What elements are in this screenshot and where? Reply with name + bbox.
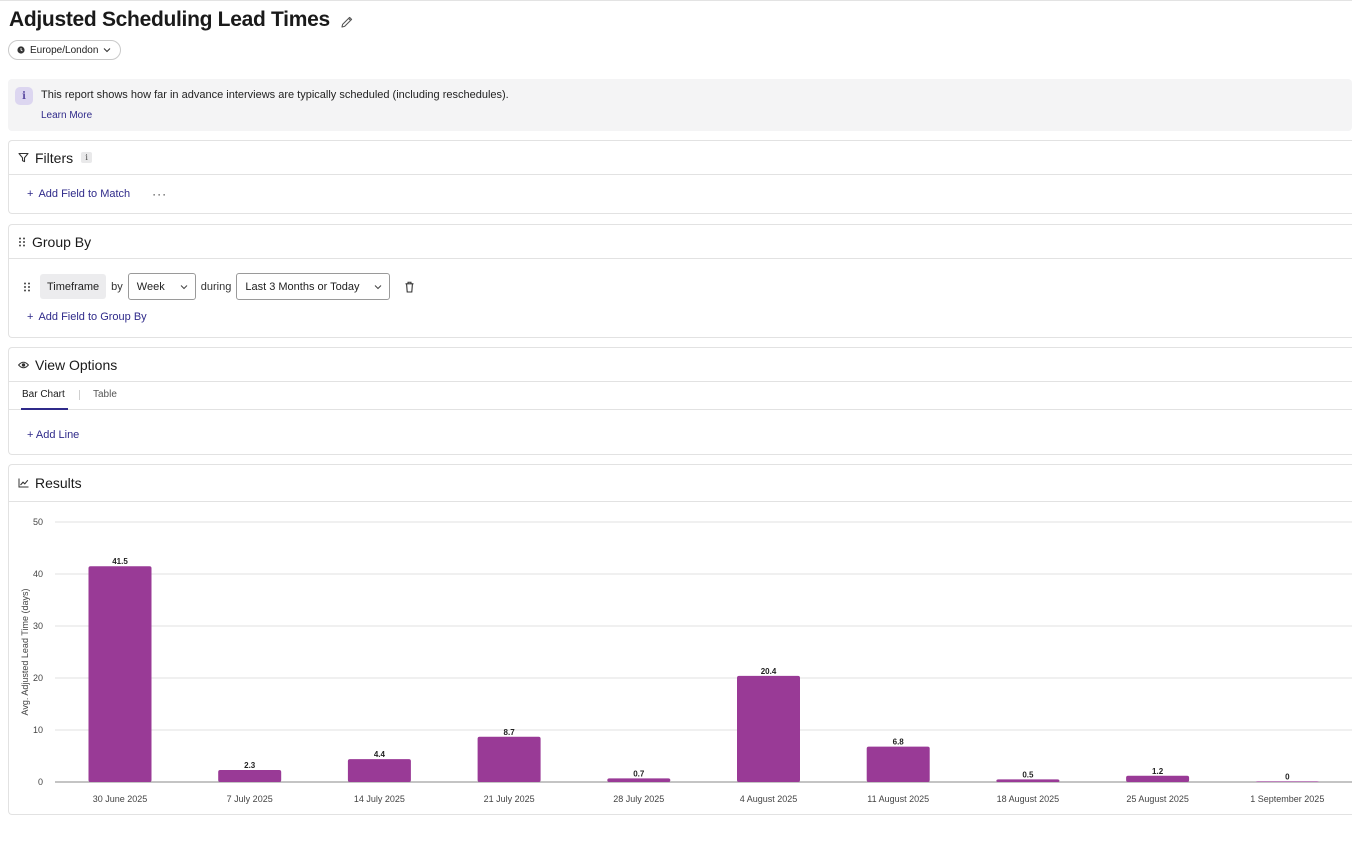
bar [218, 770, 282, 782]
title-row: Adjusted Scheduling Lead Times [9, 8, 354, 32]
bar [996, 779, 1060, 782]
timezone-label: Europe/London [30, 44, 99, 56]
chevron-down-icon [375, 284, 382, 289]
timeframe-field-chip[interactable]: Timeframe [40, 274, 107, 299]
data-label: 4.4 [374, 750, 386, 759]
info-icon: i [15, 87, 33, 105]
data-label: 0.7 [633, 769, 645, 778]
range-value: Last 3 Months or Today [245, 280, 360, 293]
y-tick-label: 30 [33, 621, 43, 631]
results-panel: Results 0 10 20 30 40 50 Avg. Adjusted Lead Ti… [8, 464, 1352, 815]
x-tick-label: 7 July 2025 [227, 794, 273, 804]
add-field-to-match-label: Add Field to Match [38, 188, 131, 200]
bar-chart: 0 10 20 30 40 50 Avg. Adjusted Lead Time (days… [20, 517, 1352, 804]
interval-select[interactable]: Week [127, 273, 196, 300]
bar [737, 675, 800, 782]
filters-panel: Filters i + Add Field to Match ··· [8, 140, 1352, 214]
group-by-title: Group By [32, 233, 92, 250]
x-tick-label: 14 July 2025 [354, 794, 405, 804]
learn-more-link[interactable]: Learn More [41, 110, 93, 121]
info-banner: i This report shows how far in advance i… [8, 79, 1352, 131]
view-options-panel: View Options Bar Chart Table + Add Line [8, 347, 1352, 455]
group-by-row: Timeframe by Week during Last 3 Months o… [23, 273, 415, 300]
add-field-to-group-by-label: Add Field to Group By [38, 311, 147, 323]
y-tick-label: 10 [33, 725, 43, 735]
group-by-header: Group By [9, 225, 1352, 259]
bar [1255, 781, 1319, 782]
tab-bar-chart[interactable]: Bar Chart [22, 389, 65, 400]
info-icon[interactable]: i [81, 152, 93, 163]
add-line-button[interactable]: + Add Line [27, 429, 80, 441]
plus-icon: + [27, 188, 34, 200]
y-axis-label: Avg. Adjusted Lead Time (days) [20, 589, 30, 716]
info-text: This report shows how far in advance int… [41, 89, 509, 101]
pencil-icon[interactable] [340, 15, 354, 29]
x-tick-label: 28 July 2025 [613, 794, 664, 804]
x-tick-label: 18 August 2025 [997, 794, 1060, 804]
page-title: Adjusted Scheduling Lead Times [9, 8, 330, 31]
filters-title: Filters [35, 149, 74, 166]
data-label: 0.5 [1022, 770, 1034, 779]
x-tick-label: 4 August 2025 [740, 794, 798, 804]
filter-icon [18, 152, 29, 163]
bar [347, 759, 411, 782]
bar [1126, 775, 1190, 782]
interval-value: Week [136, 280, 165, 293]
drag-handle-icon [19, 237, 25, 246]
x-tick-label: 11 August 2025 [867, 794, 929, 804]
clock-icon [17, 46, 25, 54]
drag-handle-icon[interactable] [23, 282, 31, 292]
view-tabs: Bar Chart Table [9, 382, 1352, 410]
bar [607, 778, 671, 782]
eye-icon [18, 361, 29, 368]
by-label: by [111, 280, 123, 293]
range-select[interactable]: Last 3 Months or Today [236, 273, 391, 300]
bar [866, 746, 930, 782]
more-options-button[interactable]: ··· [152, 187, 168, 201]
data-label: 20.4 [761, 667, 777, 676]
line-chart-icon [18, 478, 29, 488]
trash-icon[interactable] [404, 281, 415, 293]
data-label: 8.7 [504, 728, 516, 737]
x-tick-label: 25 August 2025 [1126, 794, 1189, 804]
results-title: Results [35, 475, 82, 491]
filters-header: Filters i [9, 141, 1352, 175]
filters-actions: + Add Field to Match ··· [27, 187, 167, 201]
x-tick-label: 1 September 2025 [1250, 794, 1324, 804]
y-tick-label: 20 [33, 673, 43, 683]
add-field-to-group-by-button[interactable]: + Add Field to Group By [27, 311, 147, 323]
bar [477, 736, 541, 782]
active-tab-indicator [21, 408, 68, 410]
data-label: 6.8 [893, 738, 905, 747]
y-tick-label: 40 [33, 569, 43, 579]
tab-table[interactable]: Table [93, 389, 117, 400]
chevron-down-icon [104, 48, 111, 53]
x-tick-label: 21 July 2025 [484, 794, 535, 804]
data-label: 2.3 [244, 761, 256, 770]
y-tick-label: 50 [33, 517, 43, 527]
data-label: 1.2 [1152, 767, 1164, 776]
group-by-panel: Group By Timeframe by Week during Last 3… [8, 224, 1352, 338]
x-tick-label: 30 June 2025 [93, 794, 148, 804]
results-header: Results [9, 465, 1352, 502]
add-field-to-match-button[interactable]: + Add Field to Match [27, 188, 130, 200]
y-tick-label: 0 [38, 777, 43, 787]
plus-icon: + [27, 311, 34, 323]
data-label: 0 [1285, 772, 1290, 781]
during-label: during [200, 280, 232, 293]
timezone-selector[interactable]: Europe/London [8, 40, 122, 60]
chevron-down-icon [180, 284, 188, 289]
data-label: 41.5 [112, 557, 128, 566]
view-options-title: View Options [35, 356, 118, 373]
view-options-header: View Options [9, 348, 1352, 382]
tab-separator [79, 390, 80, 400]
bar [88, 566, 152, 782]
top-divider [0, 0, 1352, 1]
